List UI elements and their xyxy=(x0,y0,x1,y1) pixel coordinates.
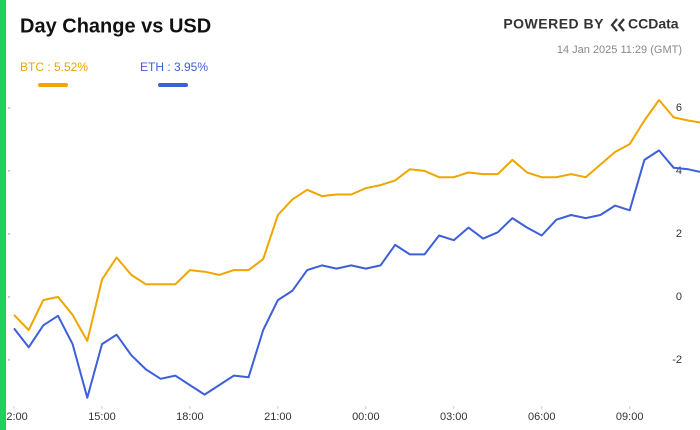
logo-shape xyxy=(617,18,625,32)
x-tick-label: 00:00 xyxy=(352,411,380,423)
powered-by: POWERED BY xyxy=(503,16,604,32)
grid-dot xyxy=(8,169,10,172)
plot-area: -2 0 2 4 6 12:00 15:00 18:00 21:00 00:00 03:00 06:0… xyxy=(0,60,700,423)
x-tick-label: 06:00 xyxy=(528,411,556,423)
series-line xyxy=(13,99,700,342)
legend-label: BTC : 5.52% xyxy=(20,60,88,74)
grid-dot xyxy=(8,358,10,361)
x-tick-label: 18:00 xyxy=(176,411,204,423)
x-tick-label: 03:00 xyxy=(440,411,468,423)
legend-swatch xyxy=(158,83,188,87)
grid-dot xyxy=(8,295,10,298)
accent-bar xyxy=(0,0,6,430)
x-tick-label: 09:00 xyxy=(616,411,644,423)
legend-swatch xyxy=(38,83,68,87)
brand: CCData xyxy=(628,16,679,32)
y-tick-label: 2 xyxy=(676,228,682,240)
grid-dot xyxy=(8,232,10,235)
legend-label: ETH : 3.95% xyxy=(140,60,208,74)
series-line xyxy=(13,149,700,399)
brand-logo xyxy=(610,18,625,32)
y-tick-label: 0 xyxy=(676,291,682,303)
chart-title: Day Change vs USD xyxy=(20,15,211,37)
x-tick-label: 21:00 xyxy=(264,411,292,423)
y-tick-label: -2 xyxy=(672,354,682,366)
logo-shape xyxy=(610,18,618,32)
grid-dot xyxy=(8,106,10,109)
y-tick-label: 4 xyxy=(676,165,682,177)
x-tick-label: 12:00 xyxy=(0,411,28,423)
y-tick-label: 6 xyxy=(676,102,682,114)
x-tick-label: 15:00 xyxy=(88,411,116,423)
timestamp: 14 Jan 2025 11:29 (GMT) xyxy=(557,44,682,56)
